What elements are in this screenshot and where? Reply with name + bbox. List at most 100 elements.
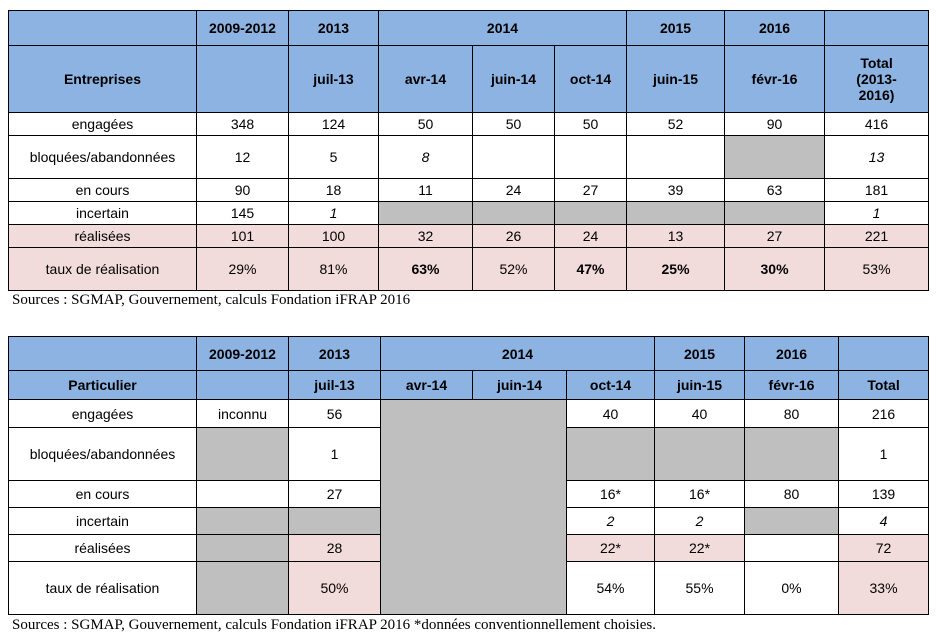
cell: 63%	[378, 247, 473, 291]
cell	[626, 135, 726, 179]
cell: 101	[196, 224, 289, 248]
cell: 27	[288, 480, 381, 508]
cell: 90	[196, 178, 289, 202]
cell: 33%	[838, 561, 930, 615]
header: avr-14	[378, 45, 473, 113]
cell	[8, 10, 197, 46]
cell: 56	[288, 399, 381, 428]
cell: 2	[654, 507, 746, 535]
cell: 72	[838, 534, 930, 562]
row-label: bloquées/abandonnées	[8, 427, 197, 481]
cell: 22*	[565, 534, 656, 562]
cell: 216	[838, 399, 930, 428]
cell: 63	[724, 178, 826, 202]
row-label: en cours	[8, 480, 197, 508]
cell: 1	[838, 427, 930, 481]
cell: 5	[288, 135, 379, 179]
row-label: incertain	[8, 507, 197, 535]
cell: 4	[838, 507, 930, 535]
cell: 12	[196, 135, 289, 179]
cell	[838, 336, 930, 371]
header: févr-16	[744, 370, 840, 400]
cell: 29%	[196, 247, 289, 291]
cell	[744, 427, 840, 481]
cell: 348	[196, 112, 289, 136]
header: Entreprises	[8, 45, 197, 113]
cell	[196, 534, 289, 562]
cell: 181	[824, 178, 930, 202]
cell: 416	[824, 112, 930, 136]
cell: 32	[378, 224, 473, 248]
header: 2013	[288, 10, 379, 46]
cell: Total (2013-2016)	[824, 45, 930, 113]
cell: 145	[196, 201, 289, 225]
cell	[553, 135, 628, 179]
header: oct-14	[565, 370, 656, 400]
cell: 55%	[654, 561, 746, 615]
cell	[8, 336, 197, 371]
cell: 1	[288, 427, 381, 481]
table-particulier: 2009-2012 2013 2014 2015 2016 Particulier jui…	[8, 336, 930, 615]
cell: 0%	[744, 561, 840, 615]
cell: 1	[288, 201, 379, 225]
cell	[196, 561, 289, 615]
cell: 50	[553, 112, 628, 136]
cell: 47%	[553, 247, 628, 291]
header: 2009-2012	[196, 10, 289, 46]
cell	[196, 507, 289, 535]
cell: 54%	[565, 561, 656, 615]
row-label: incertain	[8, 201, 197, 225]
cell	[626, 201, 726, 225]
source: Sources : SGMAP, Gouvernement, calculs F…	[12, 617, 656, 633]
header: 2009-2012	[196, 336, 289, 371]
cell	[196, 45, 289, 113]
header: juin-15	[654, 370, 746, 400]
cell: 53%	[824, 247, 930, 291]
header: 2015	[626, 10, 726, 46]
cell	[724, 135, 826, 179]
cell	[744, 507, 840, 535]
cell: 11	[378, 178, 473, 202]
cell: 27	[553, 178, 628, 202]
header: juin-14	[472, 370, 567, 400]
cell: 8	[378, 135, 473, 179]
cell	[744, 534, 840, 562]
header: 2016	[724, 10, 826, 46]
row-label: réalisées	[8, 534, 197, 562]
cell: 26	[472, 224, 555, 248]
header: juil-13	[288, 45, 379, 113]
cell: 50%	[288, 561, 381, 615]
cell: 52%	[472, 247, 555, 291]
cell: 139	[838, 480, 930, 508]
row-label: bloquées/abandonnées	[8, 135, 197, 179]
header: 2016	[744, 336, 840, 371]
cell	[553, 201, 628, 225]
header: 2013	[288, 336, 381, 371]
cell: 18	[288, 178, 379, 202]
cell: 16*	[565, 480, 656, 508]
cell: 27	[724, 224, 826, 248]
header: juin-15	[626, 45, 726, 113]
cell	[472, 201, 555, 225]
cell: 40	[654, 399, 746, 428]
cell: 81%	[288, 247, 379, 291]
cell: 80	[744, 399, 840, 428]
header: juil-13	[288, 370, 381, 400]
source: Sources : SGMAP, Gouvernement, calculs F…	[12, 292, 411, 308]
cell	[824, 10, 930, 46]
cell: 24	[553, 224, 628, 248]
cell: 124	[288, 112, 379, 136]
cell: 221	[824, 224, 930, 248]
cell: 2	[565, 507, 656, 535]
cell	[724, 201, 826, 225]
header: Particulier	[8, 370, 197, 400]
header: Total (2013-2016)	[856, 55, 897, 103]
cell: 28	[288, 534, 381, 562]
cell: 80	[744, 480, 840, 508]
header: Total	[838, 370, 930, 400]
row-label: réalisées	[8, 224, 197, 248]
header: 2014	[377, 10, 628, 46]
cell: 13	[626, 224, 726, 248]
cell: 13	[824, 135, 930, 179]
row-label: en cours	[8, 178, 197, 202]
